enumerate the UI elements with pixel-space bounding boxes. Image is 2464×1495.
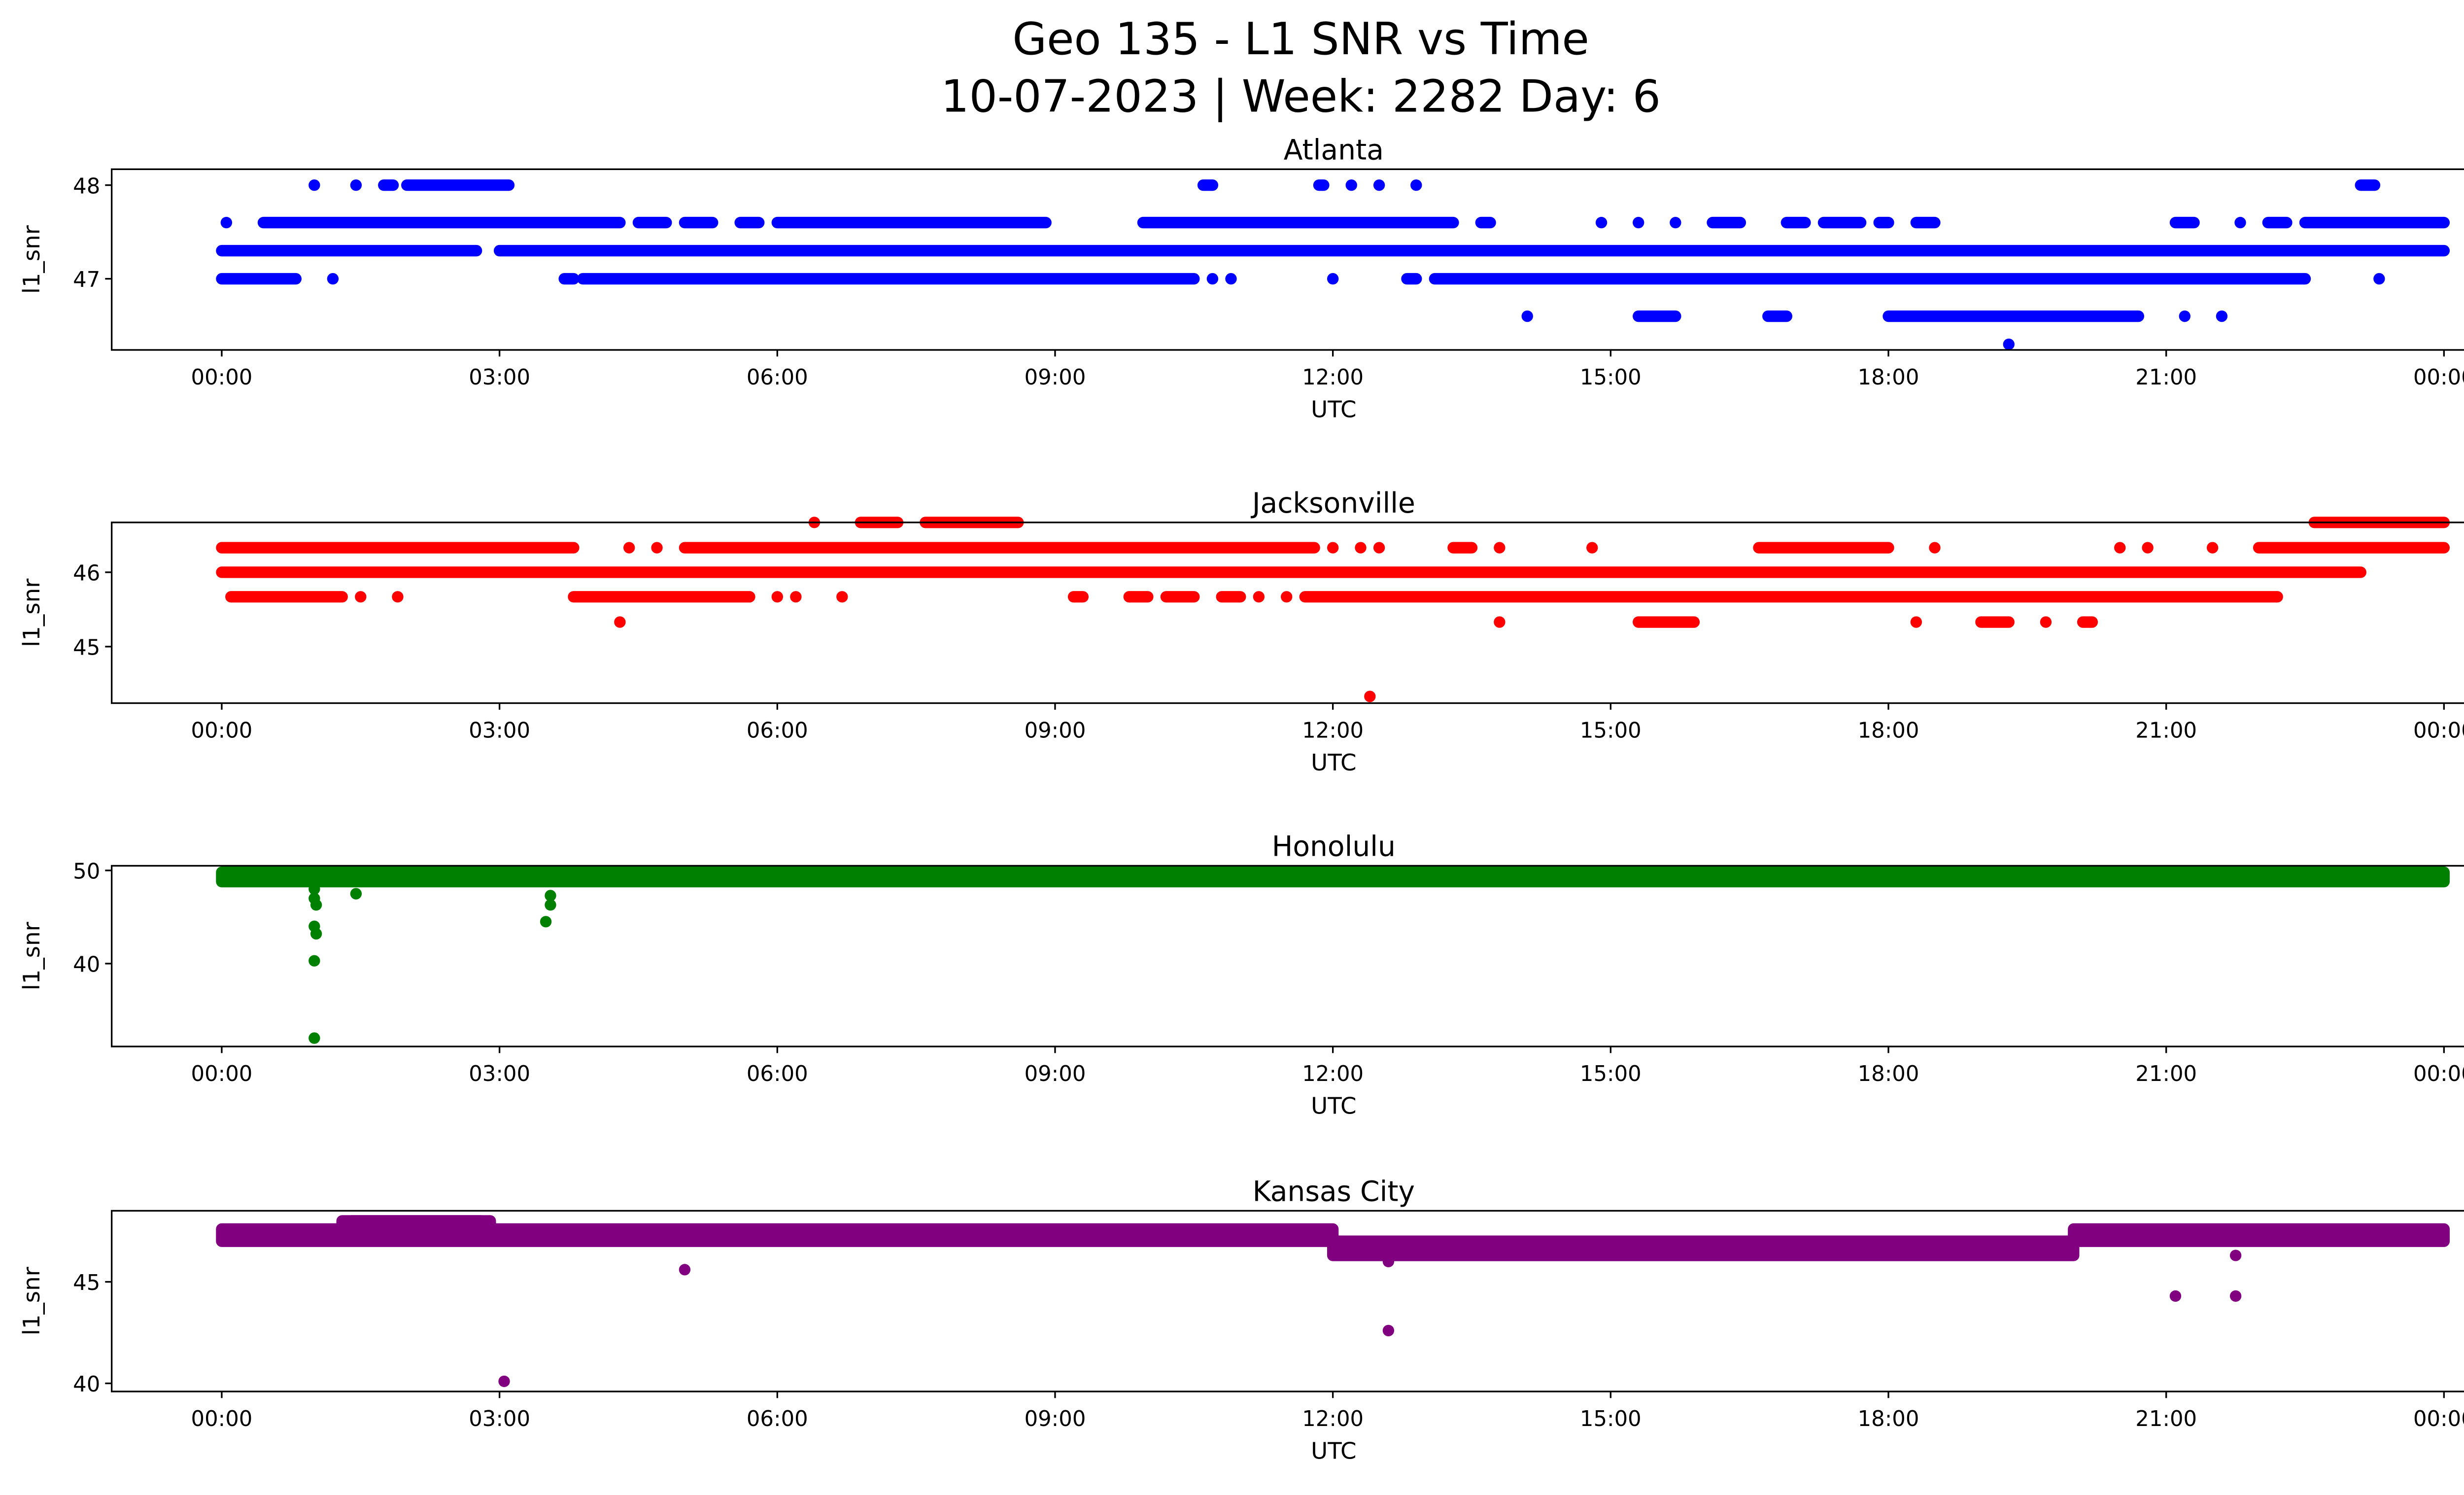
x-tick-label: 09:00 <box>1025 1062 1086 1086</box>
y-tick-label: 45 <box>73 1271 100 1295</box>
y-tick-label: 45 <box>73 636 100 661</box>
subplot-title: Honolulu <box>1272 830 1396 863</box>
x-axis-label: UTC <box>1311 1438 1357 1465</box>
data-marks <box>216 1215 2450 1388</box>
subplot-atlanta: Atlanta 00:00 03:00 06:00 09:00 12:00 15:00 18:… <box>19 134 2464 423</box>
x-tick-label: 15:00 <box>1580 1062 1642 1086</box>
data-marks <box>216 867 2450 1044</box>
x-tick-label: 00:00 <box>191 719 253 743</box>
x-axis-label: UTC <box>1311 397 1357 423</box>
subplot-honolulu: Honolulu 00:00 03:00 06:00 09:00 12:00 15:00 18… <box>19 830 2464 1120</box>
y-axis-label: l1_snr <box>19 921 45 990</box>
x-tick-label: 12:00 <box>1302 1407 1364 1431</box>
x-tick-label: 00:00 <box>2413 1407 2464 1431</box>
x-tick-label: 18:00 <box>1858 365 1919 390</box>
x-tick-label: 00:00 <box>191 1062 253 1086</box>
x-tick-label: 15:00 <box>1580 719 1642 743</box>
x-tick-label: 09:00 <box>1025 1407 1086 1431</box>
x-tick-label: 06:00 <box>747 719 808 743</box>
x-tick-label: 15:00 <box>1580 365 1642 390</box>
data-band <box>1327 1235 2080 1261</box>
x-tick-label: 03:00 <box>469 719 530 743</box>
x-tick-label: 03:00 <box>469 1062 530 1086</box>
subplot-title: Jacksonville <box>1251 487 1415 520</box>
x-tick-label: 18:00 <box>1858 1062 1919 1086</box>
subplot-title: Atlanta <box>1284 134 1384 166</box>
x-tick-label: 00:00 <box>2413 365 2464 390</box>
x-tick-label: 09:00 <box>1025 719 1086 743</box>
x-tick-label: 06:00 <box>747 1407 808 1431</box>
y-tick-label: 40 <box>73 953 100 977</box>
data-marks <box>216 179 2450 350</box>
x-tick-label: 21:00 <box>2135 719 2197 743</box>
y-axis-label: l1_snr <box>19 225 45 294</box>
x-tick-label: 21:00 <box>2135 365 2197 390</box>
x-tick-label: 00:00 <box>2413 1062 2464 1086</box>
x-tick-label: 12:00 <box>1302 719 1364 743</box>
x-tick-label: 21:00 <box>2135 1407 2197 1431</box>
x-tick-label: 00:00 <box>191 1407 253 1431</box>
data-band <box>216 867 2450 888</box>
x-tick-label: 03:00 <box>469 1407 530 1431</box>
x-axis-label: UTC <box>1311 1093 1357 1120</box>
y-tick-label: 48 <box>73 174 100 199</box>
x-tick-label: 18:00 <box>1858 719 1919 743</box>
data-band <box>2068 1223 2450 1247</box>
x-tick-label: 12:00 <box>1302 365 1364 390</box>
x-tick-label: 06:00 <box>747 1062 808 1086</box>
chart-subtitle: 10-07-2023 | Week: 2282 Day: 6 <box>941 71 1661 123</box>
x-tick-label: 00:00 <box>2413 719 2464 743</box>
subplot-jacksonville: Jacksonville 00:00 03:00 06:00 09:00 12:00 15:… <box>19 487 2464 776</box>
y-tick-label: 47 <box>73 268 100 292</box>
chart-title: Geo 135 - L1 SNR vs Time <box>1012 13 1589 65</box>
x-tick-label: 21:00 <box>2135 1062 2197 1086</box>
y-axis-label: l1_snr <box>19 578 45 647</box>
y-axis-label: l1_snr <box>19 1266 45 1335</box>
data-band <box>216 1223 1339 1247</box>
x-tick-label: 15:00 <box>1580 1407 1642 1431</box>
x-tick-label: 03:00 <box>469 365 530 390</box>
x-tick-label: 09:00 <box>1025 365 1086 390</box>
y-tick-label: 40 <box>73 1372 100 1397</box>
y-tick-label: 50 <box>73 860 100 884</box>
y-tick-label: 46 <box>73 561 100 586</box>
subplot-kansas-city: Kansas City 00:00 03:00 06:00 09:00 12:00 15:0… <box>19 1175 2464 1465</box>
x-axis-label: UTC <box>1311 750 1357 776</box>
x-tick-label: 06:00 <box>747 365 808 390</box>
x-tick-label: 00:00 <box>191 365 253 390</box>
x-tick-label: 12:00 <box>1302 1062 1364 1086</box>
x-tick-label: 18:00 <box>1858 1407 1919 1431</box>
subplot-title: Kansas City <box>1253 1175 1415 1208</box>
